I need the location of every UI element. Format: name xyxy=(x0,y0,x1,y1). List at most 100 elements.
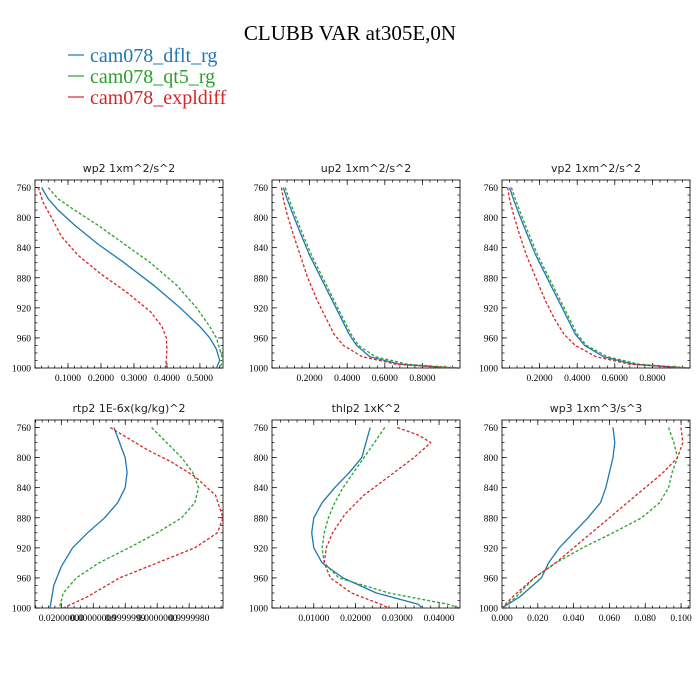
series-line xyxy=(284,187,460,368)
y-tick-label: 880 xyxy=(17,274,32,284)
y-tick-label: 800 xyxy=(17,214,32,224)
x-tick-label: 0.080 xyxy=(635,614,657,624)
y-tick-label: 840 xyxy=(17,244,32,254)
legend-label: cam078_dflt_rg xyxy=(90,45,217,67)
y-tick-label: 840 xyxy=(484,484,499,494)
x-tick-label: 0.6000 xyxy=(372,374,398,384)
x-tick-label: 0.02000 xyxy=(340,614,371,624)
series-line xyxy=(510,187,690,368)
x-tick-label: 0.2000 xyxy=(527,374,553,384)
y-tick-label: 880 xyxy=(254,274,269,284)
x-tick-label: 0.4000 xyxy=(334,374,360,384)
legend: cam078_dflt_rg cam078_qt5_rg cam078_expl… xyxy=(68,45,227,109)
y-tick-label: 920 xyxy=(17,544,32,554)
y-tick-label: 1000 xyxy=(249,605,268,615)
plot-frame xyxy=(271,419,461,609)
panel-title: rtp2 1E-6x(kg/kg)^2 xyxy=(73,402,186,415)
panels: wp2 1xm^2/s^2 760 800 840 880 920 960 1000 0.100… xyxy=(12,162,692,624)
y-tick-label: 880 xyxy=(17,514,32,524)
x-tick-label: 0.020 xyxy=(527,614,549,624)
y-tick-label: 760 xyxy=(17,424,32,434)
y-tick-label: 800 xyxy=(484,214,499,224)
x-tick-label: 0.060 xyxy=(599,614,621,624)
plot-frame xyxy=(34,419,224,609)
legend-label: cam078_expldiff xyxy=(90,87,227,109)
legend-item: cam078_qt5_rg xyxy=(68,66,215,88)
y-tick-label: 960 xyxy=(484,334,499,344)
plot-frame xyxy=(501,179,691,369)
x-tick-label: 0.02000000 xyxy=(39,614,84,624)
plot-frame xyxy=(501,419,691,609)
panel-title: up2 1xm^2/s^2 xyxy=(321,162,412,175)
series-line xyxy=(58,427,200,608)
x-tick-label: 0.8000 xyxy=(409,374,435,384)
panel-title: wp3 1xm^3/s^3 xyxy=(550,402,643,415)
series-line xyxy=(502,427,616,608)
x-tick-label: 0.04000 xyxy=(424,614,455,624)
x-tick-label: 0.3000 xyxy=(121,374,147,384)
y-tick-label: 1000 xyxy=(12,365,31,375)
series-line xyxy=(47,187,223,368)
series-line xyxy=(41,187,221,368)
x-tick-label: 0.9999980 xyxy=(169,614,210,624)
x-tick-label: 0.5000 xyxy=(187,374,213,384)
legend-label: cam078_qt5_rg xyxy=(90,66,215,88)
y-tick-label: 760 xyxy=(254,424,269,434)
panel-title: wp2 1xm^2/s^2 xyxy=(83,162,176,175)
series-line xyxy=(37,187,168,368)
y-tick-label: 920 xyxy=(254,544,269,554)
y-tick-label: 800 xyxy=(254,214,269,224)
y-tick-label: 1000 xyxy=(249,365,268,375)
x-tick-label: 0.4000 xyxy=(154,374,180,384)
x-tick-label: 0.8000 xyxy=(639,374,665,384)
x-tick-label: 0.01000 xyxy=(298,614,329,624)
series-line xyxy=(280,187,460,368)
y-tick-label: 800 xyxy=(17,454,32,464)
y-tick-label: 800 xyxy=(484,454,499,464)
chart-panel: up2 1xm^2/s^2 760 800 840 880 920 960 1000 0.200… xyxy=(249,162,461,384)
x-tick-label: 0.2000 xyxy=(297,374,323,384)
x-tick-label: 0.1000 xyxy=(55,374,81,384)
x-tick-label: 0.03000 xyxy=(382,614,413,624)
y-tick-label: 760 xyxy=(254,184,269,194)
series-line xyxy=(49,427,128,608)
y-tick-label: 880 xyxy=(484,514,499,524)
plot-frame xyxy=(34,179,224,369)
y-tick-label: 920 xyxy=(484,544,499,554)
chart-panel: thlp2 1xK^2 760 800 840 880 920 960 1000 0.01000… xyxy=(249,402,461,624)
x-tick-label: 0.100 xyxy=(670,614,692,624)
legend-item: cam078_dflt_rg xyxy=(68,45,217,67)
x-tick-label: 0.9999999 xyxy=(105,614,146,624)
x-tick-label: 0.6000 xyxy=(602,374,628,384)
chart-panel: rtp2 1E-6x(kg/kg)^2 760 800 840 880 920 960 100… xyxy=(12,402,224,624)
figure-title: CLUBB VAR at305E,0N xyxy=(244,21,456,45)
series-line xyxy=(282,187,460,368)
x-tick-label: 0.4000 xyxy=(564,374,590,384)
y-tick-label: 1000 xyxy=(12,605,31,615)
y-tick-label: 1000 xyxy=(479,605,498,615)
y-tick-label: 920 xyxy=(254,304,269,314)
y-tick-label: 920 xyxy=(17,304,32,314)
y-tick-label: 960 xyxy=(17,334,32,344)
series-line xyxy=(323,426,432,608)
x-tick-label: 0.040 xyxy=(563,614,585,624)
plot-frame xyxy=(271,179,461,369)
series-line xyxy=(502,427,684,608)
panel-title: vp2 1xm^2/s^2 xyxy=(551,162,641,175)
chart-panel: wp2 1xm^2/s^2 760 800 840 880 920 960 1000 0.100… xyxy=(12,162,224,384)
y-tick-label: 760 xyxy=(484,184,499,194)
panel-title: thlp2 1xK^2 xyxy=(332,402,401,415)
series-line xyxy=(311,427,423,608)
y-tick-label: 840 xyxy=(254,484,269,494)
x-tick-label: 0.00000000 xyxy=(71,614,116,624)
y-tick-label: 880 xyxy=(484,274,499,284)
chart-panel: wp3 1xm^3/s^3 760 800 840 880 920 960 10000.000… xyxy=(479,402,692,624)
x-tick-label: 0.2000 xyxy=(88,374,114,384)
y-tick-label: 800 xyxy=(254,454,269,464)
x-tick-label: 0.0000000 xyxy=(137,614,178,624)
y-tick-label: 960 xyxy=(17,574,32,584)
series-line xyxy=(506,187,690,368)
y-tick-label: 840 xyxy=(254,244,269,254)
